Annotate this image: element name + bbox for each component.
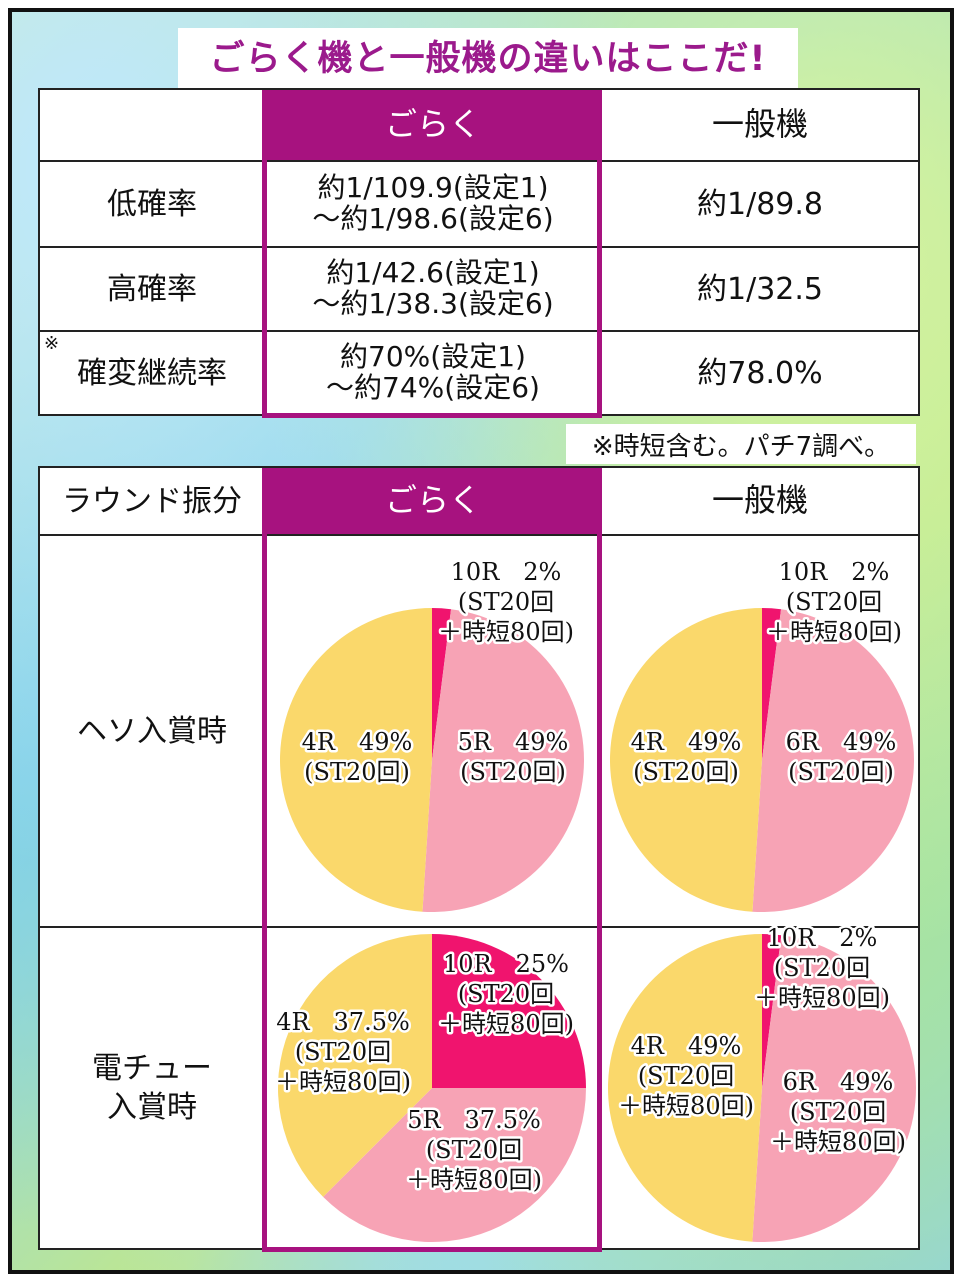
row-label: 入賞時: [107, 1090, 197, 1125]
t2-row-heso-ippan: [600, 534, 920, 928]
t1-row-low-ippan: 約1/89.8: [600, 160, 920, 248]
t2-row-denchu-ippan: [600, 926, 920, 1250]
row-label: 確変継続率: [77, 355, 227, 391]
t1-row-high-goraku: 約1/42.6(設定1) ～約1/38.3(設定6): [264, 246, 602, 332]
t1-row-low-label: 低確率: [38, 160, 266, 248]
note-mark: ※: [44, 333, 60, 354]
value-line: ～約1/38.3(設定6): [312, 287, 554, 320]
row-label: 電チュー: [92, 1051, 212, 1086]
t1-row-cont-ippan: 約78.0%: [600, 330, 920, 416]
t2-row-heso-goraku: [264, 534, 602, 928]
footnote: ※時短含む。パチ7調べ。: [566, 424, 916, 464]
t1-row-high-ippan: 約1/32.5: [600, 246, 920, 332]
t1-row-low-goraku: 約1/109.9(設定1) ～約1/98.6(設定6): [264, 160, 602, 248]
t2-row-denchu-label: 電チュー 入賞時: [38, 926, 266, 1250]
t1-header-ippan: 一般機: [600, 88, 920, 162]
t2-header-ippan: 一般機: [600, 466, 920, 536]
page-title: ごらく機と一般機の違いはここだ!: [178, 28, 798, 90]
t1-header-goraku: ごらく: [264, 88, 602, 162]
t2-row-denchu-goraku: [264, 926, 602, 1250]
value-line: 約70%(設定1): [340, 340, 526, 374]
t1-row-cont-goraku: 約70%(設定1) ～約74%(設定6): [264, 330, 602, 416]
value-line: 約1/109.9(設定1): [317, 171, 549, 205]
t1-row-high-label: 高確率: [38, 246, 266, 332]
t1-row-cont-label: ※ 確変継続率: [38, 330, 266, 416]
t1-header-empty: [38, 88, 266, 162]
t2-header-label: ラウンド振分: [38, 466, 266, 536]
t2-header-goraku: ごらく: [264, 466, 602, 536]
row-label: ヘソ入賞時: [77, 713, 227, 749]
value-line: ～約1/98.6(設定6): [312, 202, 554, 235]
value-line: 約1/42.6(設定1): [326, 256, 540, 290]
t2-row-heso-label: ヘソ入賞時: [38, 534, 266, 928]
value-line: ～約74%(設定6): [326, 371, 540, 404]
